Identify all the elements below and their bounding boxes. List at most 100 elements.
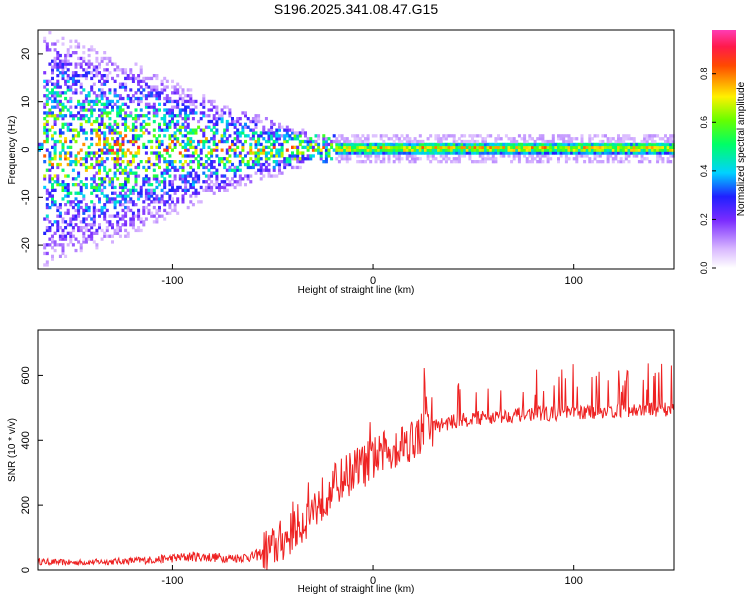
spectrogram-cell [71,160,75,164]
spectrogram-cell [450,160,454,164]
spectrogram-cell [82,68,86,72]
spectrogram-cell [87,234,91,238]
spectrogram-cell [118,234,122,238]
spectrogram-cell [351,151,354,155]
spectrogram-cell [105,171,109,175]
spectrogram-cell [121,139,125,144]
spectrogram-cell [165,85,169,89]
spectrogram-cell [246,134,250,138]
spectrogram-cell [617,142,620,147]
spectrogram-cell [155,139,159,144]
spectrogram-cell [278,125,281,129]
spectrogram-cell [43,117,47,121]
spectrogram-cell [51,188,54,192]
spectrogram-cell [356,154,360,158]
spectrogram-cell [113,191,117,195]
spectrogram-cell [278,148,281,152]
spectrogram-cell [53,142,57,147]
spectrogram-cell [356,139,360,144]
spectrogram-x-ticks: -100 0 100 [161,264,583,287]
spectrogram-cell [45,99,49,104]
spectrogram-cell [43,217,47,221]
spectrogram-cell [129,217,133,221]
spectrogram-cell [231,177,234,181]
spectrogram-cell [111,185,114,190]
spectrogram-cell [207,145,211,149]
spectrogram-cell [351,148,354,152]
spectrogram-cell [580,148,584,152]
spectrogram-cell [653,148,657,152]
spectrogram-cell [476,134,480,138]
spectrogram-cell [288,137,292,141]
spectrogram-cell [184,188,188,192]
spectrogram-cell [546,157,550,161]
spectrogram-cell [236,134,240,138]
spectrogram-cell [87,208,91,213]
spectrogram-cell [56,220,60,224]
snr-x-tick-label: 100 [565,575,583,587]
spectrogram-cell [622,139,626,144]
spectrogram-cell [452,134,456,138]
spectrogram-cell [661,157,665,161]
spectrogram-cell [348,142,352,147]
spectrogram-cell [53,139,57,144]
spectrogram-cell [178,128,182,132]
spectrogram-cell [116,231,120,235]
spectrogram-cell [82,108,86,112]
spectrogram-cell [100,183,104,187]
spectrogram-cell [285,134,289,138]
spectrogram-cell [228,145,232,149]
spectrogram-cell [204,180,208,184]
spectrogram-cell [497,142,500,147]
spectrogram-cell [121,185,125,190]
spectrogram-cell [484,151,487,155]
spectrogram-cell [103,137,107,141]
spectrogram-cell [202,102,206,106]
spectrogram-cell [71,200,75,204]
spectrogram-cell [588,142,592,147]
spectrogram-cell [429,148,433,152]
spectrogram-cell [580,154,584,158]
spectrogram-cell [457,148,461,152]
spectrogram-cell [116,157,120,161]
spectrogram-cell [64,82,68,86]
spectrogram-cell [666,145,670,149]
spectrogram-cell [225,137,229,141]
spectrogram-cell [79,226,83,230]
spectrogram-cell [337,151,341,155]
spectrogram-cell [517,160,521,164]
spectrogram-cell [90,114,94,118]
spectrogram-cell [56,177,60,181]
spectrogram-cell [43,131,47,135]
spectrogram-cell [71,51,75,55]
spectrogram-cell [624,145,628,149]
spectrogram-cell [439,145,443,149]
spectrogram-cell [215,180,219,184]
spectrogram-cell [228,108,232,112]
spectrogram-cell [431,151,435,155]
spectrogram-cell [549,148,553,152]
spectrogram-cell [58,111,62,115]
spectrogram-cell [158,197,161,201]
spectrogram-cell [92,151,96,155]
spectrogram-cell [244,111,247,115]
spectrogram-cell [58,254,62,258]
spectrogram-cell [369,154,373,158]
spectrogram-cell [116,168,120,172]
spectrogram-cell [267,128,271,132]
spectrogram-cell [92,108,96,112]
spectrogram-cell [144,114,148,118]
spectrogram-cell [45,79,49,83]
spectrogram-cell [520,151,524,155]
spectrogram-cell [335,148,339,152]
spectrogram-cell [614,139,618,144]
spectrogram-cell [426,142,430,147]
spectrogram-cell [111,128,114,132]
spectrogram-cell [77,211,81,215]
spectrogram-cell [58,183,62,187]
spectrogram-cell [523,142,527,147]
spectrogram-cell [637,151,641,155]
spectrogram-cell [100,162,104,167]
spectrogram-cell [184,108,188,112]
